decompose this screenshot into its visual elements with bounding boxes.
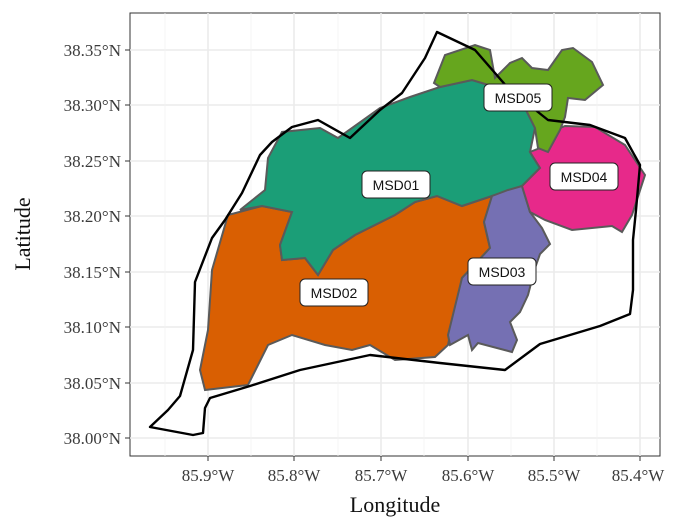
- y-tick-label: 38.05°N: [64, 374, 121, 393]
- label-text: MSD01: [373, 177, 420, 193]
- label-msd05: MSD05: [483, 83, 553, 112]
- y-tick-label: 38.20°N: [64, 207, 121, 226]
- x-axis-title: Longitude: [350, 492, 440, 517]
- label-text: MSD03: [479, 264, 526, 280]
- label-box: [299, 278, 369, 307]
- label-msd01: MSD01: [361, 170, 431, 199]
- county-boundary: [148, 30, 642, 437]
- y-tick-label: 38.00°N: [64, 429, 121, 448]
- x-tick-label: 85.6°W: [442, 466, 496, 485]
- x-tick-label: 85.5°W: [528, 466, 582, 485]
- label-text: MSD05: [495, 90, 542, 106]
- y-tick-label: 38.25°N: [64, 152, 121, 171]
- x-tick-label: 85.9°W: [182, 466, 236, 485]
- label-box: [361, 170, 431, 199]
- y-tick-label: 38.15°N: [64, 263, 121, 282]
- label-text: MSD04: [561, 169, 608, 185]
- y-tick-label: 38.30°N: [64, 96, 121, 115]
- y-tick-label: 38.35°N: [64, 41, 121, 60]
- label-msd03: MSD03: [467, 257, 537, 286]
- label-msd02: MSD02: [299, 278, 369, 307]
- y-axis-ticks: [125, 49, 130, 439]
- label-text: MSD02: [311, 285, 358, 301]
- x-tick-label: 85.7°W: [355, 466, 409, 485]
- label-msd04: MSD04: [549, 162, 619, 191]
- label-box: [483, 83, 553, 112]
- x-tick-label: 85.8°W: [268, 466, 322, 485]
- x-axis-ticks: [207, 456, 641, 461]
- y-tick-label: 38.10°N: [64, 318, 121, 337]
- y-axis-title: Latitude: [10, 197, 35, 270]
- label-box: [549, 162, 619, 191]
- label-box: [467, 257, 537, 286]
- x-tick-label: 85.4°W: [612, 466, 666, 485]
